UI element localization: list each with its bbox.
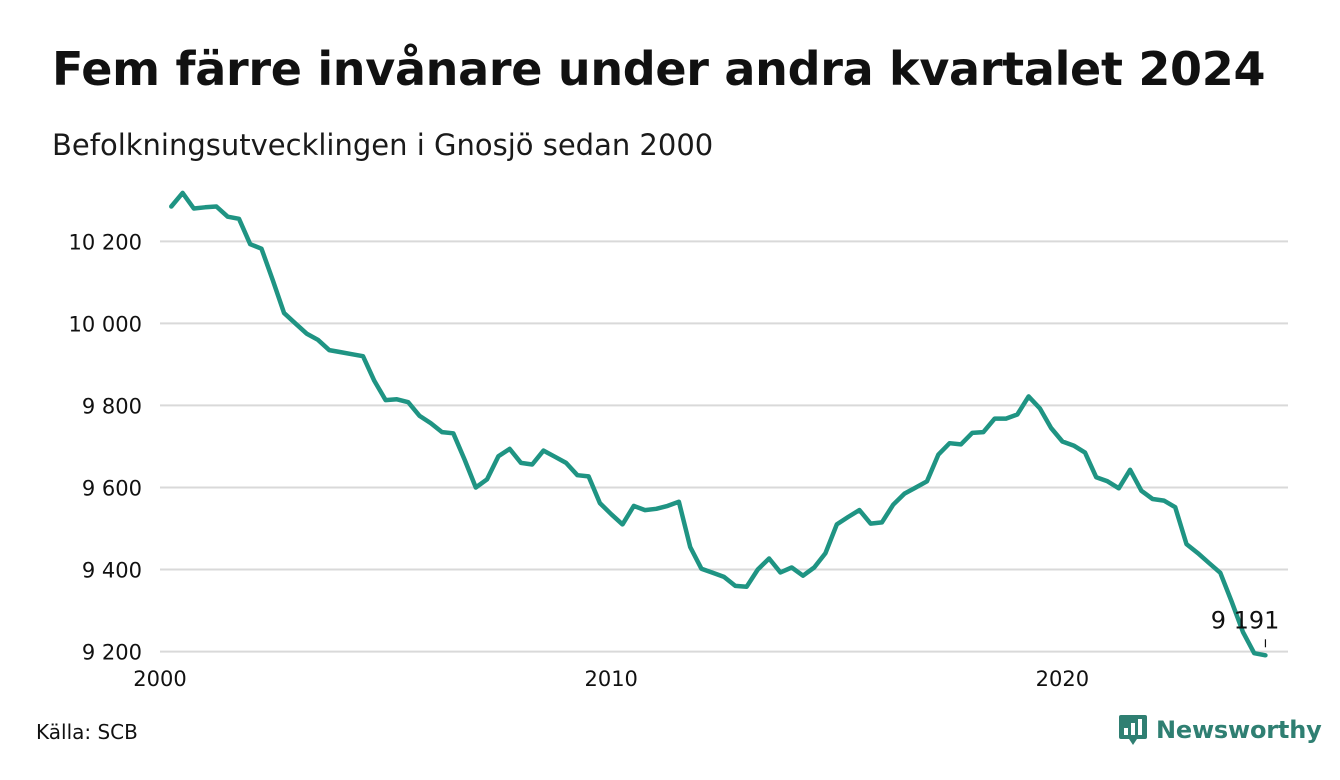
y-tick-label: 9 400 [82, 559, 142, 583]
end-value-label: 9 191 [1211, 606, 1280, 634]
brand-name: Newsworthy [1156, 716, 1322, 744]
source-note: Källa: SCB [36, 720, 138, 744]
brand-logo: Newsworthy [1118, 713, 1322, 747]
x-tick-label: 2020 [1036, 667, 1089, 691]
grid-lines [160, 240, 1288, 653]
end-annotation: 9 191 [1211, 606, 1280, 648]
newsworthy-logo-icon [1119, 715, 1147, 745]
y-tick-label: 9 800 [82, 394, 142, 418]
y-tick-label: 9 200 [82, 641, 142, 665]
x-axis-ticks: 2000 2010 2020 [133, 667, 1089, 691]
y-axis-ticks: 9 200 9 400 9 600 9 800 10 000 10 200 [69, 230, 142, 664]
chart-subtitle: Befolkningsutvecklingen i Gnosjö sedan 2… [52, 128, 714, 162]
series-layer [169, 190, 1268, 658]
series-line [169, 190, 1268, 658]
y-tick-label: 10 000 [69, 312, 142, 336]
chart-title: Fem färre invånare under andra kvartalet… [52, 42, 1266, 96]
y-tick-label: 9 600 [82, 476, 142, 500]
y-tick-label: 10 200 [69, 230, 142, 254]
x-tick-label: 2010 [584, 667, 637, 691]
x-tick-label: 2000 [133, 667, 186, 691]
